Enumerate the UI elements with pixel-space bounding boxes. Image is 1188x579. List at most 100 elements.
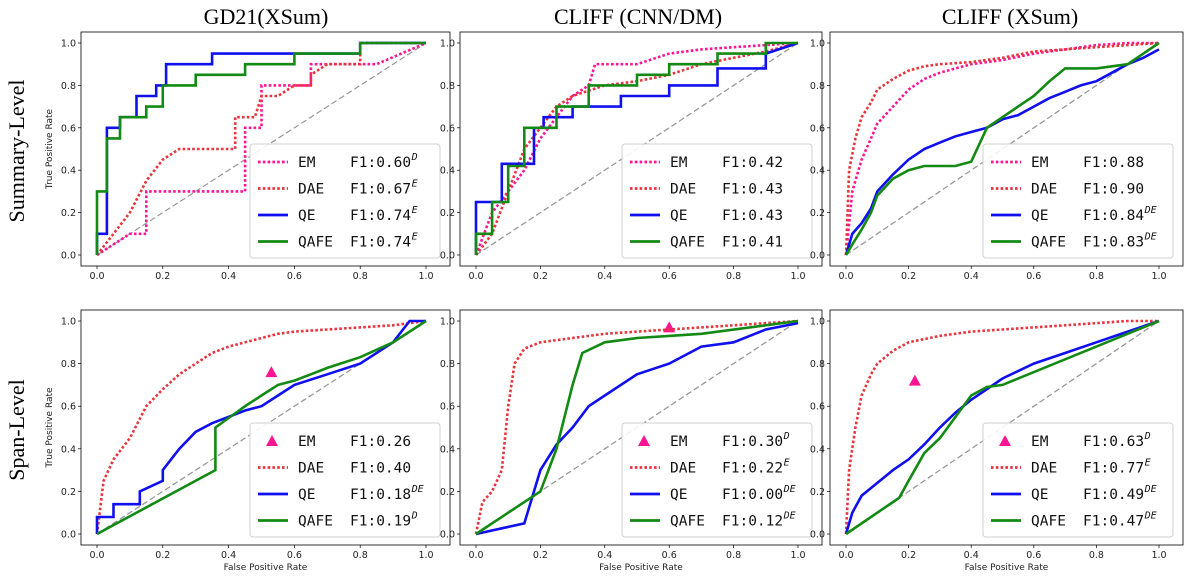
legend-em-label: EM [670, 434, 688, 450]
qafe-roc-line [96, 319, 427, 536]
legend-qafe-f1: F1:0.19 [350, 514, 411, 530]
y-tick-label: 0.2 [440, 487, 455, 498]
roc-panel: 0.0 0.0 0.2 0.2 0.4 0.4 0.6 0.6 0.8 0.8 1.0 1.0 Fals… [440, 309, 823, 573]
y-tick-label: 1.0 [440, 39, 455, 50]
legend-qe-label: QE [1031, 487, 1048, 503]
y-tick-label: 0.4 [440, 444, 455, 455]
x-tick-label: 0.2 [533, 550, 548, 561]
x-tick-label: 0.6 [1026, 271, 1041, 282]
y-tick-label: 1.0 [440, 317, 455, 328]
legend-dae-label: DAE [670, 461, 696, 477]
x-axis-label: False Positive Rate [599, 563, 683, 573]
x-tick-label: 0.2 [901, 271, 916, 282]
legend-dae-superscript: E [1145, 458, 1151, 469]
x-tick-label: 0.6 [662, 271, 677, 282]
x-tick-label: 0.8 [353, 550, 368, 561]
y-tick-label: 0.4 [810, 166, 825, 177]
legend-em-label: EM [1031, 155, 1049, 171]
legend-box [621, 143, 813, 259]
legend-qe-superscript: E [412, 205, 418, 216]
x-tick-label: 0.0 [838, 550, 853, 561]
x-tick-label: 0.0 [89, 550, 104, 561]
x-tick-label: 0.6 [287, 550, 302, 561]
x-tick-label: 0.0 [468, 271, 483, 282]
roc-panel: 0.0 0.0 0.2 0.2 0.4 0.4 0.6 0.6 0.8 0.8 1.0 1.0 True… [45, 31, 451, 282]
legend-qafe-label: QAFE [1031, 514, 1066, 530]
col-title-cliff-xsum: CLIFF (XSum) [942, 4, 1078, 29]
y-tick-label: 0.8 [61, 81, 76, 92]
x-tick-label: 0.8 [726, 271, 741, 282]
legend-qafe-label: QAFE [670, 235, 705, 251]
legend-em-f1: F1:0.42 [722, 155, 783, 171]
qe-roc-line [844, 319, 1160, 535]
legend-qafe-superscript: E [412, 232, 418, 243]
col-title-gd21: GD21(XSum) [204, 4, 329, 29]
legend-dae-f1: F1:0.77 [1083, 461, 1144, 477]
legend-qe-f1: F1:0.84 [1083, 208, 1144, 224]
legend-em-superscript: D [1144, 431, 1151, 442]
legend-qe-label: QE [298, 208, 315, 224]
x-tick-label: 1.0 [418, 271, 433, 282]
x-tick-label: 0.4 [964, 271, 979, 282]
y-tick-label: 0.6 [61, 123, 76, 134]
y-tick-label: 0.8 [440, 81, 455, 92]
legend-qe-f1: F1:0.18 [350, 487, 411, 503]
legend-em-f1: F1:0.60 [350, 155, 411, 171]
x-tick-label: 1.0 [790, 271, 805, 282]
y-axis-label: True Positive Rate [45, 108, 55, 190]
legend-dae-f1: F1:0.67 [350, 182, 411, 198]
y-tick-label: 0.6 [61, 402, 76, 413]
y-tick-label: 0.4 [810, 444, 825, 455]
legend-qafe-f1: F1:0.41 [722, 235, 783, 251]
x-tick-label: 0.4 [221, 550, 236, 561]
x-axis-label: False Positive Rate [224, 563, 308, 573]
legend-em-superscript: D [411, 152, 418, 163]
y-tick-label: 1.0 [810, 317, 825, 328]
roc-panel: 0.0 0.0 0.2 0.2 0.4 0.4 0.6 0.6 0.8 0.8 1.0 1.0 EM F1… [810, 31, 1184, 282]
y-tick-label: 0.0 [61, 530, 76, 541]
roc-panel: 0.0 0.0 0.2 0.2 0.4 0.4 0.6 0.6 0.8 0.8 1.0 1.0 EM F1… [440, 31, 823, 282]
legend-dae-f1: F1:0.40 [350, 461, 411, 477]
x-tick-label: 0.4 [964, 550, 979, 561]
legend-dae-f1: F1:0.90 [1083, 182, 1144, 198]
legend-qe-superscript: DE [1144, 484, 1157, 495]
y-tick-label: 0.2 [810, 487, 825, 498]
legend-dae-f1: F1:0.22 [722, 461, 783, 477]
y-tick-label: 0.8 [61, 359, 76, 370]
y-tick-label: 0.2 [61, 208, 76, 219]
legend-qe-superscript: DE [411, 484, 424, 495]
x-tick-label: 0.0 [89, 271, 104, 282]
x-tick-label: 0.4 [597, 550, 612, 561]
legend-qafe-f1: F1:0.74 [350, 235, 411, 251]
legend-qe-superscript: DE [783, 484, 796, 495]
legend-em-f1: F1:0.88 [1083, 155, 1144, 171]
x-tick-label: 1.0 [1151, 271, 1166, 282]
em-point-marker [908, 374, 921, 386]
x-tick-label: 0.0 [838, 271, 853, 282]
x-tick-label: 0.6 [662, 550, 677, 561]
legend: EM F1:0.88 DAE F1:0.90 QE F1:0.84 DE QAFE F1:0.8… [982, 143, 1174, 259]
legend-qafe-label: QAFE [670, 514, 705, 530]
legend-dae-label: DAE [298, 461, 324, 477]
legend-qe-f1: F1:0.74 [350, 208, 411, 224]
legend-qafe-f1: F1:0.47 [1083, 514, 1144, 530]
chance-diagonal [96, 42, 427, 256]
y-tick-label: 0.0 [61, 251, 76, 262]
legend-qafe-f1: F1:0.12 [722, 514, 783, 530]
legend-dae-superscript: E [412, 179, 418, 190]
x-tick-label: 0.4 [221, 271, 236, 282]
y-tick-label: 0.6 [440, 123, 455, 134]
y-tick-label: 0.6 [810, 123, 825, 134]
roc-panel: 0.0 0.0 0.2 0.2 0.4 0.4 0.6 0.6 0.8 0.8 1.0 1.0 True… [45, 309, 451, 573]
y-tick-label: 1.0 [61, 39, 76, 50]
x-tick-label: 0.2 [533, 271, 548, 282]
legend-qe-f1: F1:0.49 [1083, 487, 1144, 503]
legend-qe-superscript: DE [1144, 205, 1157, 216]
legend: EM F1:0.30 D DAE F1:0.22 E QE F1:0.00 DE QAFE F1:0… [621, 422, 813, 538]
legend-dae-label: DAE [1031, 461, 1057, 477]
y-tick-label: 0.2 [61, 487, 76, 498]
dae-roc-line [474, 319, 799, 535]
y-tick-label: 0.2 [810, 208, 825, 219]
y-axis-label: True Positive Rate [45, 387, 55, 469]
